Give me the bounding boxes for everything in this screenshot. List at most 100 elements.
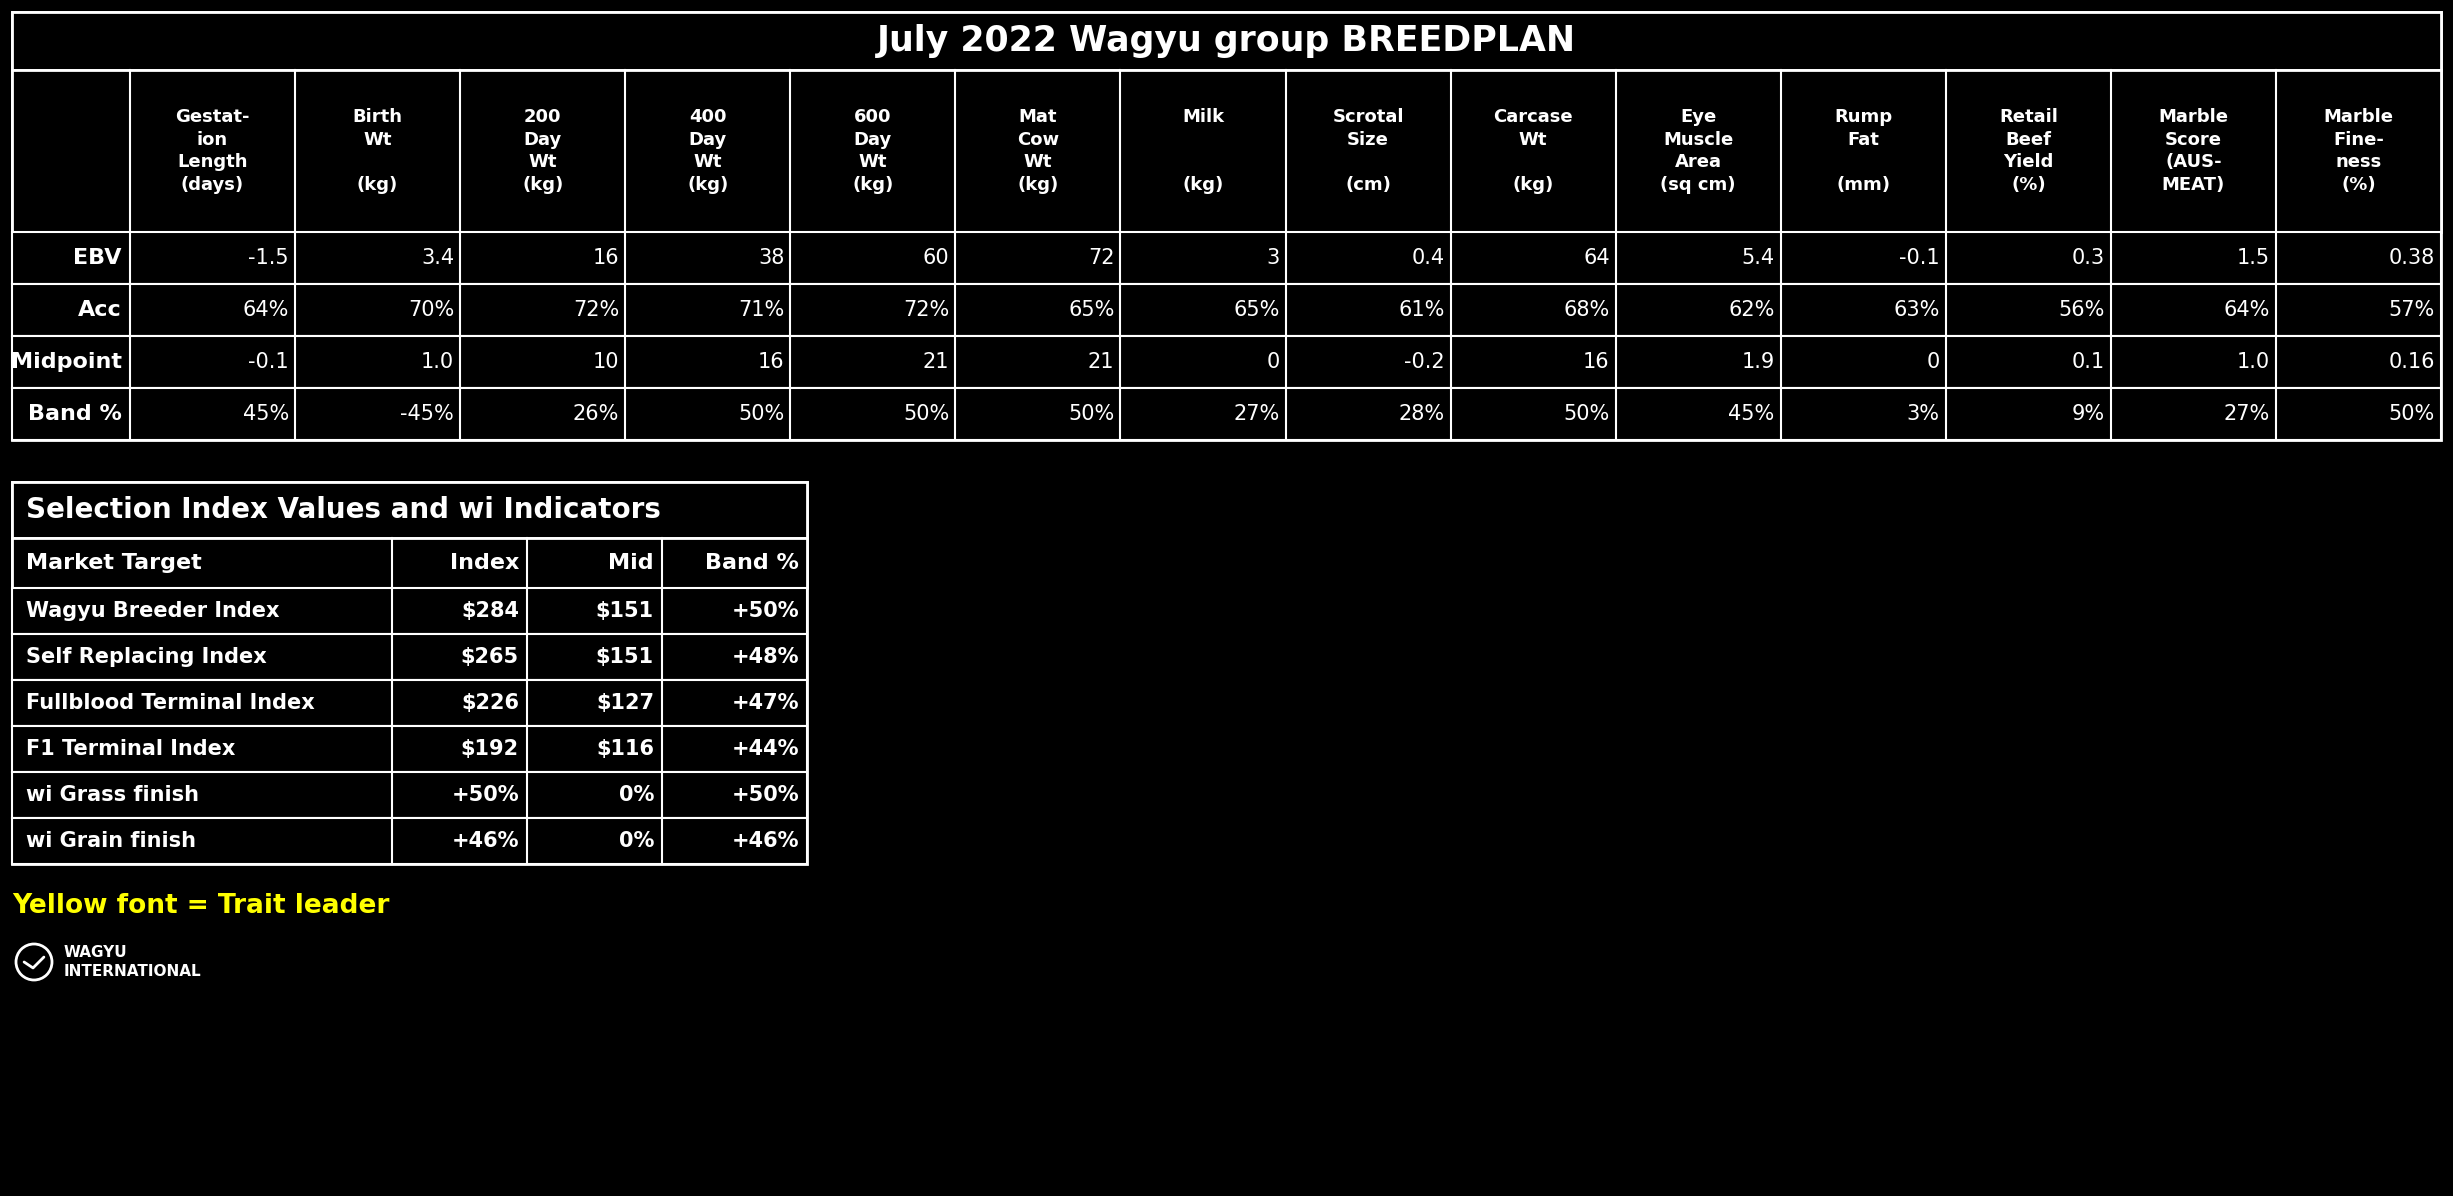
Text: 1.0: 1.0 <box>422 352 454 372</box>
Text: +46%: +46% <box>731 831 800 852</box>
Bar <box>12 388 2441 440</box>
Text: EBV: EBV <box>74 248 123 268</box>
Bar <box>12 538 807 588</box>
Text: Retail
Beef
Yield
(%): Retail Beef Yield (%) <box>1999 108 2058 195</box>
Text: Gestat-
ion
Length
(days): Gestat- ion Length (days) <box>174 108 250 195</box>
Text: +47%: +47% <box>731 692 800 713</box>
Text: $151: $151 <box>596 647 655 667</box>
Text: -1.5: -1.5 <box>248 248 289 268</box>
Text: 0.16: 0.16 <box>2389 352 2436 372</box>
Text: 28%: 28% <box>1398 404 1445 425</box>
Text: $284: $284 <box>461 602 520 621</box>
Text: 0.38: 0.38 <box>2389 248 2436 268</box>
Text: -0.1: -0.1 <box>1899 248 1940 268</box>
Text: 27%: 27% <box>2225 404 2269 425</box>
Text: Band %: Band % <box>704 553 800 573</box>
Text: 27%: 27% <box>1234 404 1280 425</box>
Text: -45%: -45% <box>400 404 454 425</box>
Text: 3: 3 <box>1266 248 1280 268</box>
Text: Market Target: Market Target <box>27 553 201 573</box>
Text: 400
Day
Wt
(kg): 400 Day Wt (kg) <box>687 108 729 195</box>
Text: $226: $226 <box>461 692 520 713</box>
Text: 63%: 63% <box>1894 300 1940 321</box>
Text: 65%: 65% <box>1234 300 1280 321</box>
Text: 70%: 70% <box>407 300 454 321</box>
Text: 62%: 62% <box>1729 300 1774 321</box>
Bar <box>12 681 807 726</box>
Text: WAGYU
INTERNATIONAL: WAGYU INTERNATIONAL <box>64 945 201 978</box>
Text: wi Grass finish: wi Grass finish <box>27 785 199 805</box>
Text: $116: $116 <box>596 739 655 759</box>
Text: 200
Day
Wt
(kg): 200 Day Wt (kg) <box>522 108 564 195</box>
Text: Mat
Cow
Wt
(kg): Mat Cow Wt (kg) <box>1018 108 1060 195</box>
Text: +50%: +50% <box>731 602 800 621</box>
Text: 10: 10 <box>594 352 618 372</box>
Text: 56%: 56% <box>2058 300 2105 321</box>
Text: 72%: 72% <box>903 300 949 321</box>
Text: Scrotal
Size

(cm): Scrotal Size (cm) <box>1332 108 1403 195</box>
Bar <box>12 482 807 864</box>
Text: Yellow font = Trait leader: Yellow font = Trait leader <box>12 893 390 919</box>
Bar <box>12 71 2441 232</box>
Bar <box>12 12 2441 440</box>
Bar <box>12 588 807 634</box>
Bar <box>12 771 807 818</box>
Text: +46%: +46% <box>451 831 520 852</box>
Text: Milk


(kg): Milk (kg) <box>1182 108 1224 195</box>
Text: $127: $127 <box>596 692 655 713</box>
Text: 1.5: 1.5 <box>2237 248 2269 268</box>
Text: 64%: 64% <box>2222 300 2269 321</box>
Text: 0.4: 0.4 <box>1410 248 1445 268</box>
Text: -0.2: -0.2 <box>1403 352 1445 372</box>
Text: 16: 16 <box>1582 352 1609 372</box>
Text: 26%: 26% <box>574 404 618 425</box>
Text: Wagyu Breeder Index: Wagyu Breeder Index <box>27 602 280 621</box>
Text: 71%: 71% <box>738 300 785 321</box>
Text: 1.9: 1.9 <box>1742 352 1774 372</box>
Text: 1.0: 1.0 <box>2237 352 2269 372</box>
Text: 45%: 45% <box>243 404 289 425</box>
Text: 65%: 65% <box>1067 300 1114 321</box>
Bar <box>12 232 2441 283</box>
Bar <box>12 283 2441 336</box>
Text: 50%: 50% <box>2389 404 2436 425</box>
Text: Mid: Mid <box>608 553 655 573</box>
Text: 68%: 68% <box>1563 300 1609 321</box>
Text: 50%: 50% <box>1563 404 1609 425</box>
Text: +48%: +48% <box>731 647 800 667</box>
Text: 0: 0 <box>1266 352 1280 372</box>
Text: 0%: 0% <box>618 785 655 805</box>
Text: Band %: Band % <box>27 404 123 425</box>
Text: Marble
Score
(AUS-
MEAT): Marble Score (AUS- MEAT) <box>2159 108 2227 195</box>
Text: +50%: +50% <box>731 785 800 805</box>
Text: 16: 16 <box>758 352 785 372</box>
Bar <box>12 12 2441 71</box>
Text: Eye
Muscle
Area
(sq cm): Eye Muscle Area (sq cm) <box>1661 108 1737 195</box>
Text: 0: 0 <box>1926 352 1940 372</box>
Text: Acc: Acc <box>78 300 123 321</box>
Text: 38: 38 <box>758 248 785 268</box>
Text: 9%: 9% <box>2073 404 2105 425</box>
Bar <box>12 482 807 538</box>
Text: 0.3: 0.3 <box>2073 248 2105 268</box>
Text: July 2022 Wagyu group BREEDPLAN: July 2022 Wagyu group BREEDPLAN <box>876 24 1577 57</box>
Bar <box>12 726 807 771</box>
Text: 60: 60 <box>922 248 949 268</box>
Text: 0.1: 0.1 <box>2073 352 2105 372</box>
Text: Fullblood Terminal Index: Fullblood Terminal Index <box>27 692 314 713</box>
Text: 50%: 50% <box>903 404 949 425</box>
Text: Index: Index <box>449 553 520 573</box>
Text: 72%: 72% <box>574 300 618 321</box>
Text: Carcase
Wt

(kg): Carcase Wt (kg) <box>1494 108 1572 195</box>
Text: 57%: 57% <box>2389 300 2436 321</box>
Text: 3.4: 3.4 <box>422 248 454 268</box>
Text: F1 Terminal Index: F1 Terminal Index <box>27 739 235 759</box>
Text: 50%: 50% <box>1067 404 1114 425</box>
Text: $151: $151 <box>596 602 655 621</box>
Text: +44%: +44% <box>731 739 800 759</box>
Text: $192: $192 <box>461 739 520 759</box>
Text: 21: 21 <box>922 352 949 372</box>
Bar <box>12 634 807 681</box>
Text: 16: 16 <box>594 248 618 268</box>
Text: 21: 21 <box>1089 352 1114 372</box>
